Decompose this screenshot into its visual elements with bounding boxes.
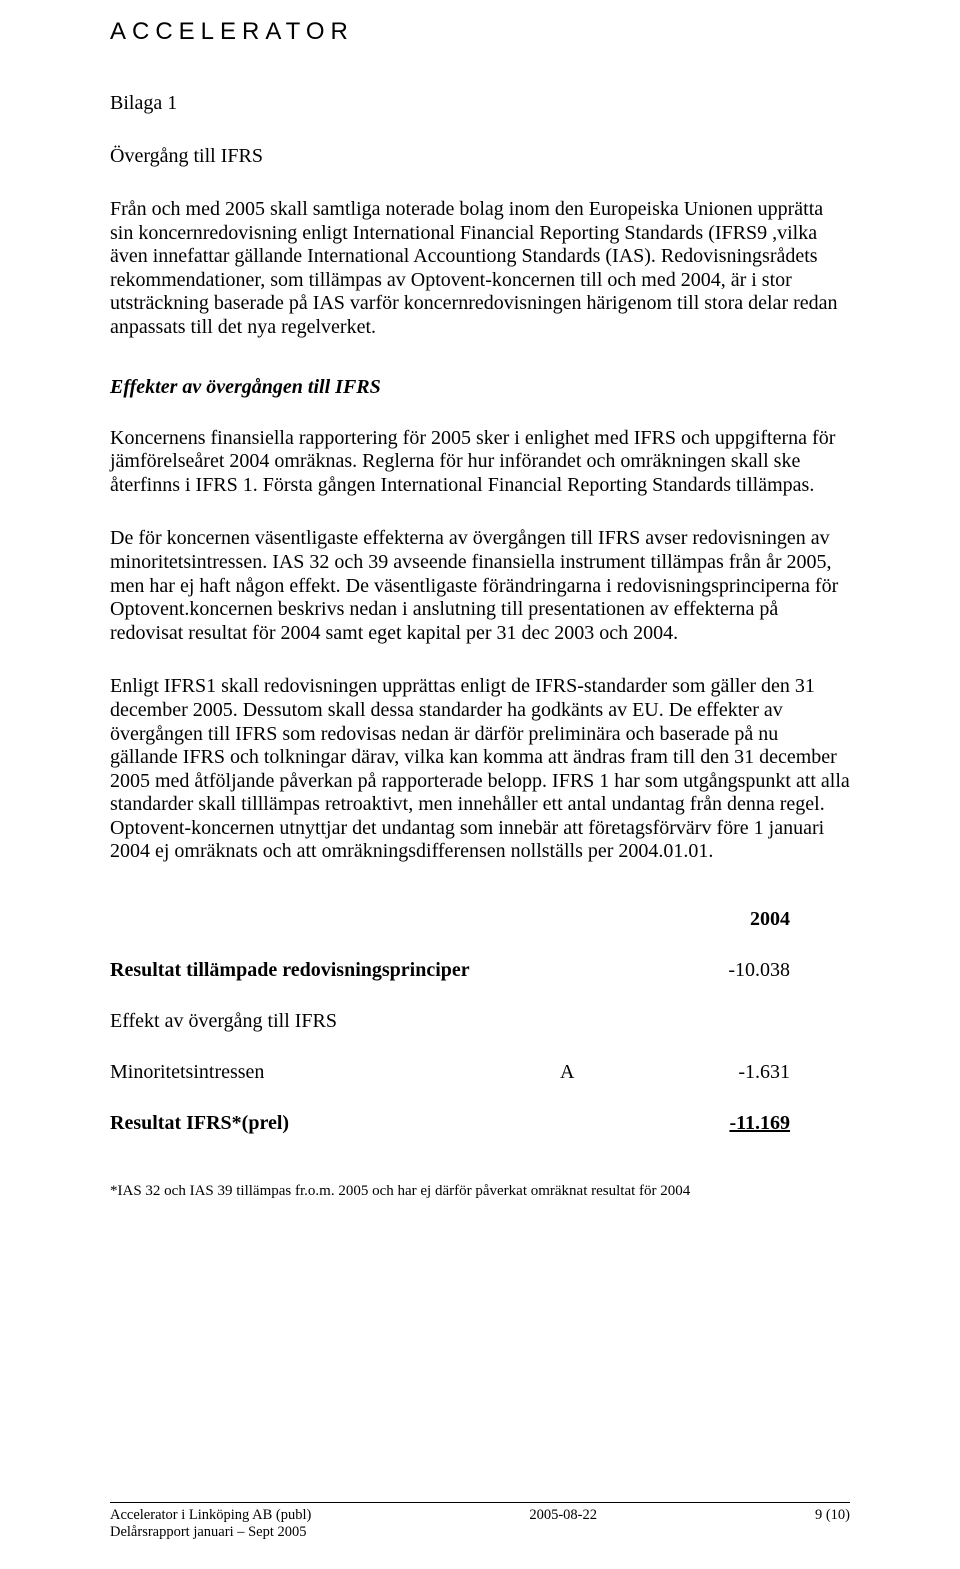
empty-cell	[110, 908, 560, 931]
table-row: Effekt av övergång till IFRS	[110, 1010, 850, 1033]
table-row: 2004	[110, 908, 850, 931]
year-header: 2004	[660, 908, 790, 931]
footnote-text: *IAS 32 och IAS 39 tillämpas fr.o.m. 200…	[110, 1183, 850, 1200]
results-table: 2004 Resultat tillämpade redovisningspri…	[110, 908, 850, 1135]
appendix-heading: Bilaga 1	[110, 92, 850, 115]
row-label: Effekt av övergång till IFRS	[110, 1010, 560, 1033]
company-logo: ACCELERATOR	[110, 18, 850, 46]
row-label: Minoritetsintressen	[110, 1061, 560, 1084]
empty-cell	[560, 908, 660, 931]
body-paragraph: De för koncernen väsentligaste effektern…	[110, 527, 850, 645]
footer-company: Accelerator i Linköping AB (publ)	[110, 1507, 311, 1524]
section-subtitle: Övergång till IFRS	[110, 145, 850, 168]
table-row: Resultat IFRS*(prel) -11.169	[110, 1112, 850, 1135]
footer-report-title: Delårsrapport januari – Sept 2005	[110, 1524, 307, 1541]
body-paragraph: Från och med 2005 skall samtliga noterad…	[110, 198, 850, 340]
body-paragraph: Koncernens finansiella rapportering för …	[110, 427, 850, 498]
row-value: -10.038	[660, 959, 790, 982]
empty-cell	[560, 959, 660, 982]
footer-page-number: 9 (10)	[815, 1507, 850, 1524]
row-value: -11.169	[660, 1112, 790, 1135]
section-heading-italic: Effekter av övergången till IFRS	[110, 376, 850, 399]
body-paragraph: Enligt IFRS1 skall redovisningen upprätt…	[110, 675, 850, 864]
row-label: Resultat tillämpade redovisningsprincipe…	[110, 959, 560, 982]
empty-cell	[560, 1112, 660, 1135]
table-row: Minoritetsintressen A -1.631	[110, 1061, 850, 1084]
page-footer: Accelerator i Linköping AB (publ) 2005-0…	[110, 1502, 850, 1541]
footer-date: 2005-08-22	[529, 1507, 597, 1524]
document-page: ACCELERATOR Bilaga 1 Övergång till IFRS …	[0, 0, 960, 1569]
table-row: Resultat tillämpade redovisningsprincipe…	[110, 959, 850, 982]
row-label: Resultat IFRS*(prel)	[110, 1112, 560, 1135]
row-letter: A	[560, 1061, 660, 1084]
row-value: -1.631	[660, 1061, 790, 1084]
